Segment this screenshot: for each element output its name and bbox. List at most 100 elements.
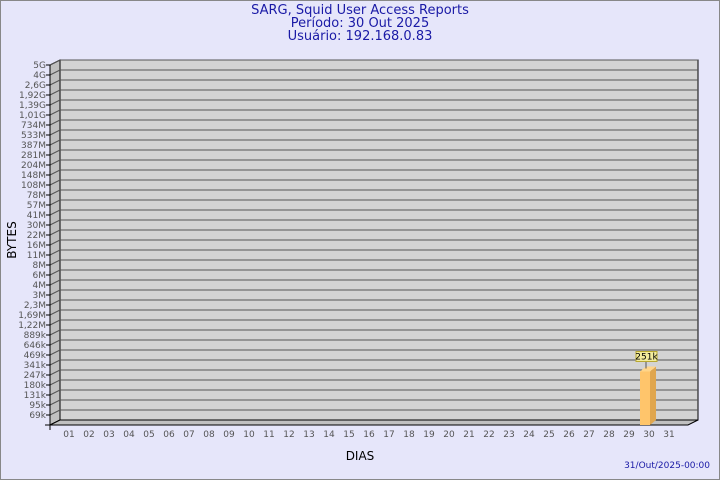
grid-line-side [49, 89, 61, 96]
grid-line-side [49, 189, 61, 196]
y-tick-label: 8M [33, 261, 47, 271]
grid-line-side [49, 199, 61, 206]
bar-side [650, 366, 656, 425]
y-tick-label: 204M [21, 161, 46, 171]
x-tick-label: 17 [383, 430, 394, 440]
grid-line-side [49, 169, 61, 176]
data-label-box [635, 351, 658, 363]
chart-user: Usuário: 192.168.0.83 [287, 29, 433, 44]
x-tick-label: 30 [643, 430, 655, 440]
grid-line-side [49, 399, 61, 406]
grid-line-side [49, 359, 61, 366]
y-tick-label: 533M [21, 131, 46, 141]
chart-period: Período: 30 Out 2025 [290, 16, 430, 31]
y-tick-label: 3M [33, 291, 47, 301]
x-tick-label: 29 [623, 430, 635, 440]
y-tick-label: 131k [24, 391, 47, 401]
x-tick-label: 19 [423, 430, 435, 440]
y-tick-label: 5G [33, 61, 46, 71]
x-tick-label: 18 [403, 430, 415, 440]
x-tick-label: 14 [323, 430, 335, 440]
y-axis-label: BYTES [5, 221, 19, 258]
x-axis-label: DIAS [346, 449, 375, 463]
chart-title: SARG, Squid User Access Reports [251, 3, 469, 18]
y-tick-label: 1,22M [18, 321, 46, 331]
grid-line-side [49, 409, 61, 416]
y-tick-label: 1,92G [19, 91, 46, 101]
y-tick-label: 341k [24, 361, 47, 371]
y-tick-label: 41M [27, 211, 46, 221]
x-tick-label: 21 [463, 430, 474, 440]
x-tick-label: 01 [63, 430, 74, 440]
grid-line-side [49, 349, 61, 356]
x-tick-label: 24 [523, 430, 535, 440]
y-tick-label: 180k [24, 381, 47, 391]
y-tick-label: 646k [24, 341, 47, 351]
x-tick-label: 15 [343, 430, 354, 440]
x-tick-label: 03 [103, 430, 114, 440]
bar-front [640, 371, 650, 425]
grid-line-side [49, 339, 61, 346]
grid-line-side [49, 269, 61, 276]
y-tick-label: 4G [33, 71, 46, 81]
grid-line-side [49, 239, 61, 246]
x-tick-label: 08 [203, 430, 215, 440]
y-tick-label: 11M [27, 251, 46, 261]
grid-line-side [49, 329, 61, 336]
y-tick-label: 16M [27, 241, 46, 251]
y-tick-label: 1,01G [19, 111, 46, 121]
grid-line-side [49, 139, 61, 146]
x-tick-label: 11 [263, 430, 274, 440]
y-tick-label: 734M [21, 121, 46, 131]
x-tick-label: 10 [243, 430, 255, 440]
y-tick-label: 1,39G [19, 101, 46, 111]
y-tick-label: 148M [21, 171, 46, 181]
y-tick-label: 889k [24, 331, 47, 341]
x-tick-label: 02 [83, 430, 94, 440]
y-tick-label: 2,6G [25, 81, 46, 91]
grid-line-side [49, 159, 61, 166]
y-tick-label: 22M [27, 231, 46, 241]
y-tick-label: 30M [27, 221, 46, 231]
y-tick-label: 387M [21, 141, 46, 151]
x-tick-label: 05 [143, 430, 154, 440]
grid-line-side [49, 59, 61, 66]
x-tick-label: 09 [223, 430, 235, 440]
x-tick-label: 25 [543, 430, 554, 440]
grid-line-side [49, 289, 61, 296]
y-tick-label: 57M [27, 201, 46, 211]
y-tick-label: 108M [21, 181, 46, 191]
x-tick-label: 07 [183, 430, 194, 440]
grid-line-side [49, 369, 61, 376]
y-tick-label: 247k [24, 371, 47, 381]
grid-line-side [49, 119, 61, 126]
y-tick-label: 4M [33, 281, 47, 291]
grid-line-side [49, 69, 61, 76]
bar-top [640, 366, 656, 372]
x-tick-label: 04 [123, 430, 135, 440]
grid-line-side [49, 109, 61, 116]
y-tick-label: 69k [29, 411, 46, 421]
data-label: 251k [635, 353, 658, 363]
grid-line-side [49, 79, 61, 86]
grid-line-side [49, 179, 61, 186]
grid-line-side [49, 319, 61, 326]
grid-line-side [49, 279, 61, 286]
grid-line-side [49, 259, 61, 266]
grid-line-side [49, 309, 61, 316]
grid-line-side [49, 379, 61, 386]
grid-line-side [49, 219, 61, 226]
grid-line-side [49, 299, 61, 306]
floor [49, 419, 699, 426]
y-tick-label: 78M [27, 191, 46, 201]
grid-line-side [49, 249, 61, 256]
x-tick-label: 28 [603, 430, 615, 440]
grid-line-side [49, 229, 61, 236]
x-tick-label: 06 [163, 430, 175, 440]
x-tick-label: 22 [483, 430, 494, 440]
x-tick-label: 12 [283, 430, 294, 440]
grid-line-side [49, 209, 61, 216]
x-tick-label: 16 [363, 430, 375, 440]
y-tick-label: 281M [21, 151, 46, 161]
